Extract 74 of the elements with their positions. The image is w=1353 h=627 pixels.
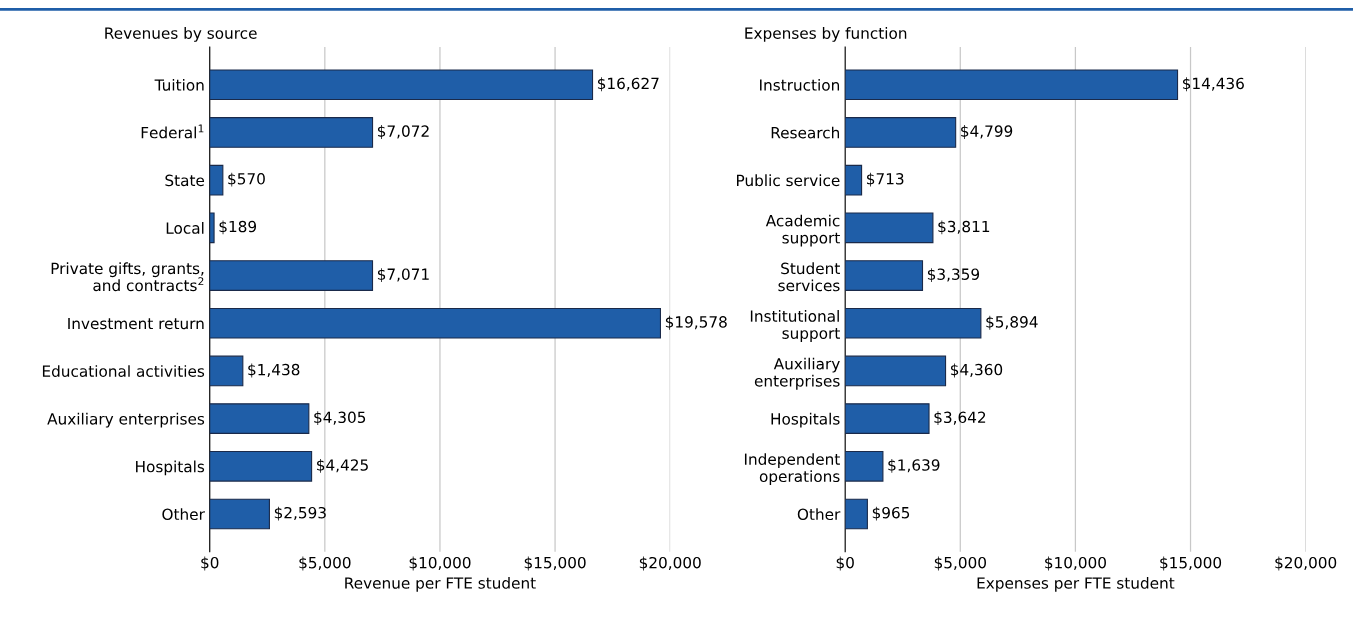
data-label: $19,578 xyxy=(665,315,727,330)
bar xyxy=(209,498,270,530)
x-tick-label: $20,000 xyxy=(639,556,701,571)
data-label: $4,360 xyxy=(950,363,1003,378)
data-label: $16,627 xyxy=(597,77,659,92)
y-tick-label: Auxiliary enterprises xyxy=(754,357,840,390)
bar xyxy=(845,164,863,196)
y-tick-label: Instruction xyxy=(760,78,840,91)
bar xyxy=(845,403,930,434)
data-label: $3,359 xyxy=(927,268,980,283)
bar xyxy=(845,212,934,244)
y-tick-label: Public service xyxy=(737,174,840,187)
chart-title: Expenses by function xyxy=(745,27,907,42)
data-label: $2,593 xyxy=(274,506,326,521)
x-tick-label: $0 xyxy=(201,556,219,571)
bar xyxy=(845,117,957,148)
y-tick-label: Hospitals xyxy=(771,412,840,428)
data-label: $189 xyxy=(219,220,257,235)
y-tick-label: Academic support xyxy=(765,214,840,247)
data-label: $1,639 xyxy=(888,458,940,473)
data-label: $7,071 xyxy=(377,268,429,283)
data-label: $570 xyxy=(228,172,265,187)
data-label: $4,305 xyxy=(314,411,366,426)
y-tick-label: Student services xyxy=(778,262,840,292)
bar xyxy=(209,403,310,434)
bar xyxy=(209,260,374,291)
data-label: $4,799 xyxy=(961,125,1013,139)
data-label: $7,072 xyxy=(377,125,429,139)
data-label: $713 xyxy=(867,172,904,187)
data-label: $5,894 xyxy=(986,315,1038,330)
y-tick-label: Tuition xyxy=(154,78,204,91)
x-tick-label: $5,000 xyxy=(934,556,986,571)
data-label: $965 xyxy=(872,506,910,521)
y-tick-label: Private gifts, grants, and contracts$^{2}$ xyxy=(51,262,204,292)
y-tick-label: Hospitals xyxy=(136,460,205,476)
y-tick-label: Research xyxy=(771,126,840,139)
y-tick-label: Educational activities xyxy=(42,365,205,377)
data-label: $1,438 xyxy=(248,363,300,378)
x-tick-label: $15,000 xyxy=(1160,556,1222,571)
y-tick-label: Independent operations xyxy=(744,453,840,486)
x-tick-label: $5,000 xyxy=(299,556,351,571)
bar xyxy=(845,307,982,339)
x-tick-label: $0 xyxy=(836,556,854,571)
data-label: $3,642 xyxy=(934,411,986,426)
y-tick-label: Federal$^{1}$ xyxy=(141,124,204,139)
x-axis-title: Expenses per FTE student xyxy=(977,576,1175,592)
bar xyxy=(845,498,868,530)
bar xyxy=(209,450,313,482)
bar xyxy=(845,355,947,387)
x-tick-label: $15,000 xyxy=(524,556,586,571)
x-axis-title: Revenue per FTE student xyxy=(345,576,536,592)
bar xyxy=(845,69,1179,101)
bar xyxy=(209,69,594,101)
y-tick-label: Other xyxy=(797,508,841,521)
x-tick-label: $20,000 xyxy=(1275,556,1337,571)
data-label: $14,436 xyxy=(1182,77,1244,92)
bar xyxy=(209,307,662,339)
chart-title: Revenues by source xyxy=(105,27,257,42)
y-tick-label: State xyxy=(165,174,205,187)
y-tick-label: Investment return xyxy=(68,317,204,330)
bar xyxy=(845,450,884,482)
x-tick-label: $10,000 xyxy=(409,556,471,571)
bar xyxy=(209,117,374,148)
bar xyxy=(209,212,215,244)
x-tick-label: $10,000 xyxy=(1045,556,1106,571)
bar xyxy=(209,355,244,387)
data-label: $3,811 xyxy=(938,220,990,235)
bar xyxy=(845,260,924,291)
y-tick-label: Auxiliary enterprises xyxy=(47,412,205,428)
bar xyxy=(209,164,224,196)
y-tick-label: Local xyxy=(166,222,204,234)
data-label: $4,425 xyxy=(317,458,368,473)
y-tick-label: Other xyxy=(162,508,205,521)
y-tick-label: Institutional support xyxy=(750,310,840,342)
